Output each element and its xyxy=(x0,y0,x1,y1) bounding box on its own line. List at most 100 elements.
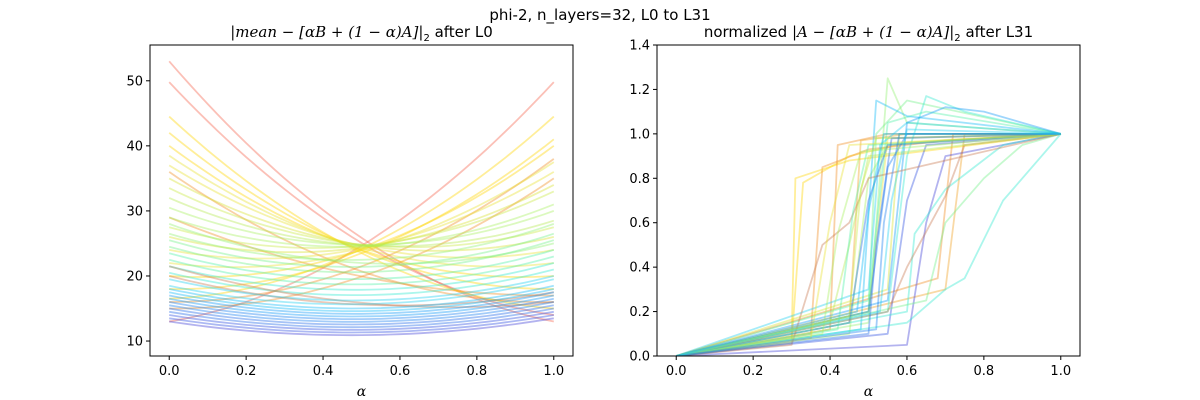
left-series-line-5 xyxy=(168,216,554,297)
right-series-line-6 xyxy=(675,133,1061,356)
left-series-line-40 xyxy=(169,297,554,320)
right-series-line-24 xyxy=(676,133,1062,356)
right-title-suffix: after L31 xyxy=(960,23,1034,41)
left-series-line-31 xyxy=(168,268,555,296)
left-series-line-0 xyxy=(168,60,554,323)
left-title-sub: 2 xyxy=(423,33,430,44)
left-series-line-44 xyxy=(169,310,554,331)
right-ytick-label: 1.0 xyxy=(629,127,650,142)
left-series-line-34 xyxy=(168,275,555,302)
right-title-prefix: normalized xyxy=(703,23,792,41)
right-plot: 0.0 0.2 0.4 0.6 0.8 1.0 0.0 0.2 0.4 0.6 0.8 1.0 1.2 1… xyxy=(629,39,1081,400)
right-xtick-label: 0.8 xyxy=(974,364,995,379)
left-series-line-19 xyxy=(168,187,555,248)
left-ytick-label: 30 xyxy=(126,204,143,219)
left-ytick-label: 20 xyxy=(126,269,143,284)
left-series-line-4 xyxy=(168,171,554,303)
left-xtick-label: 0.6 xyxy=(390,364,411,379)
right-series-line-20 xyxy=(676,133,1061,356)
left-ytick-label: 40 xyxy=(126,139,143,154)
right-series-line-7 xyxy=(675,133,1061,356)
right-xtick-label: 1.0 xyxy=(1050,364,1071,379)
right-series-line-34 xyxy=(676,128,1061,356)
left-series-line-6 xyxy=(169,177,555,310)
right-series-line-13 xyxy=(676,95,1062,356)
left-series-line-18 xyxy=(168,184,555,254)
left-series-line-33 xyxy=(168,275,554,307)
right-series-line-8 xyxy=(675,133,1061,356)
left-series-line-14 xyxy=(169,161,555,269)
left-series-line-35 xyxy=(169,278,555,306)
left-series-line-9 xyxy=(168,132,554,290)
left-series-line-24 xyxy=(168,223,555,265)
left-series-line-2 xyxy=(168,81,554,316)
left-series-line-22 xyxy=(168,206,555,246)
right-series-line-26 xyxy=(676,133,1061,356)
right-ytick-label: 0.8 xyxy=(629,172,650,187)
right-series-line-29 xyxy=(676,133,1061,356)
right-series-line-1 xyxy=(676,133,1061,356)
left-series-line-45 xyxy=(169,314,554,334)
left-series-line-30 xyxy=(168,262,555,291)
left-series-line-41 xyxy=(169,301,554,323)
left-series-line-20 xyxy=(168,190,555,249)
right-title-math: |A − [αB + (1 − α)A]| xyxy=(791,23,955,41)
left-series-line-29 xyxy=(168,255,555,286)
right-series-group xyxy=(675,77,1062,356)
left-series-line-27 xyxy=(168,239,555,274)
left-plot-title: |mean − [αB + (1 − α)A]|2 after L0 xyxy=(160,23,563,44)
right-series-line-3 xyxy=(676,133,1061,356)
left-series-line-46 xyxy=(169,317,554,337)
right-series-line-10 xyxy=(676,77,1061,356)
right-xtick-label: 0.4 xyxy=(820,364,841,379)
right-ytick-label: 0.0 xyxy=(629,350,650,365)
right-series-line-16 xyxy=(675,106,1062,356)
left-series-line-7 xyxy=(168,115,554,310)
left-series-line-12 xyxy=(169,145,555,278)
right-ytick-label: 0.4 xyxy=(629,261,650,276)
left-series-line-3 xyxy=(169,158,555,303)
left-xtick-label: 0.4 xyxy=(313,364,334,379)
right-ytick-label: 1.4 xyxy=(629,39,650,54)
right-series-line-11 xyxy=(675,99,1061,356)
right-x-axis-label: α xyxy=(864,384,874,400)
left-title-math: |mean − [αB + (1 − α)A]| xyxy=(230,23,424,41)
right-series-line-32 xyxy=(676,133,1061,356)
left-series-line-32 xyxy=(168,265,554,308)
left-series-line-39 xyxy=(169,294,554,318)
left-series-line-37 xyxy=(169,288,554,312)
right-series-line-28 xyxy=(676,133,1061,356)
right-series-line-17 xyxy=(675,133,1061,356)
left-ytick-label: 10 xyxy=(126,335,143,350)
left-series-line-17 xyxy=(168,177,555,252)
left-series-line-25 xyxy=(168,223,555,261)
right-series-line-19 xyxy=(676,133,1061,356)
right-xtick-label: 0.2 xyxy=(743,364,764,379)
left-xtick-label: 0.2 xyxy=(236,364,257,379)
left-series-line-23 xyxy=(168,203,555,248)
left-series-line-42 xyxy=(169,304,554,326)
right-series-line-21 xyxy=(676,133,1061,356)
left-series-line-28 xyxy=(168,249,555,280)
left-series-group xyxy=(168,60,555,337)
right-series-line-27 xyxy=(675,133,1061,356)
right-title-sub: 2 xyxy=(954,33,961,44)
right-series-line-4 xyxy=(676,133,1061,356)
right-ytick-label: 1.2 xyxy=(629,83,650,98)
right-series-line-25 xyxy=(676,133,1061,356)
right-series-line-31 xyxy=(676,133,1061,356)
right-series-line-12 xyxy=(675,110,1061,356)
left-plot: 0.0 0.2 0.4 0.6 0.8 1.0 10 20 30 40 50 α xyxy=(126,44,574,400)
left-series-line-21 xyxy=(168,197,555,248)
left-series-line-11 xyxy=(168,145,554,278)
left-series-line-15 xyxy=(168,164,554,259)
right-plot-title: normalized |A − [αB + (1 − α)A]|2 after … xyxy=(667,23,1070,44)
right-series-line-5 xyxy=(675,133,1061,356)
left-series-line-36 xyxy=(169,284,555,310)
right-series-line-22 xyxy=(676,133,1062,356)
left-series-line-8 xyxy=(169,115,555,300)
left-x-axis-label: α xyxy=(357,384,367,400)
right-ytick-label: 0.6 xyxy=(629,216,650,231)
